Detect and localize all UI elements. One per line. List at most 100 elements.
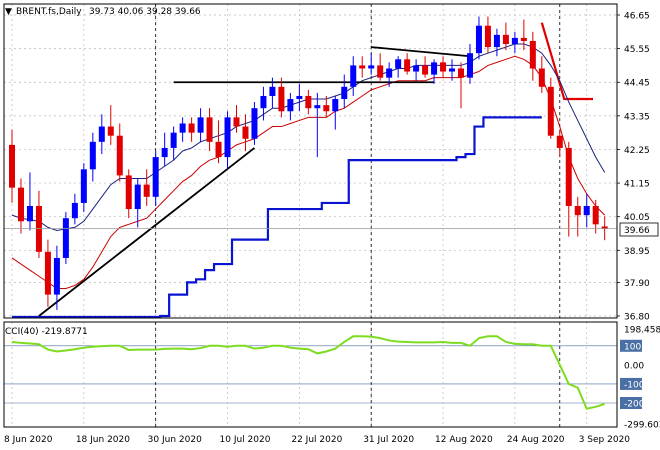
candle-body (458, 68, 464, 78)
candle-body (574, 205, 581, 216)
upper-channel-line (540, 22, 594, 101)
candle-body (233, 117, 240, 127)
candle-body (404, 59, 411, 72)
candle-body (125, 175, 132, 210)
candle-body (583, 205, 590, 216)
cci-level-badge (620, 339, 642, 352)
candle-body (44, 251, 51, 295)
candle-body (368, 65, 375, 69)
candle-body (116, 135, 123, 176)
candle-body (152, 157, 159, 197)
candle-body (89, 141, 96, 170)
candle-body (188, 123, 195, 133)
candle-body (53, 257, 60, 295)
candle-body (440, 62, 447, 72)
candle-body (395, 59, 402, 69)
price-tick-label: 43.35 (624, 112, 650, 122)
candle-body (287, 99, 294, 112)
candle-body (592, 205, 599, 225)
lower-channel (12, 22, 594, 319)
candle-body (493, 34, 500, 48)
bollinger-lower-line (11, 55, 606, 289)
price-tag-label: 39.66 (624, 226, 650, 236)
candle-body (143, 184, 150, 197)
candle-body (520, 37, 527, 41)
time-tick-label: 12 Aug 2020 (435, 435, 493, 445)
chart-title: BRENT.fs,Daily (16, 7, 82, 17)
candle-body (502, 34, 509, 45)
time-tick-label: 3 Sep 2020 (579, 435, 631, 445)
candle-body (260, 95, 267, 109)
trendline (38, 147, 256, 317)
candle-body (377, 65, 384, 78)
candle-body (466, 53, 473, 78)
candle-body (449, 68, 456, 72)
cci-level-badge (620, 377, 642, 390)
cci-label: CCI(40) -219.8771 (5, 327, 88, 337)
trendline (371, 46, 471, 58)
price-tag-box (619, 222, 659, 237)
candle-body (341, 86, 348, 100)
price-tick-label: 36.80 (624, 313, 650, 323)
candle-body (475, 25, 482, 54)
panel-frames (3, 3, 618, 428)
time-tick-label: 24 Aug 2020 (507, 435, 565, 445)
candle-body (350, 65, 357, 87)
ohlc-readout: 39.73 40.06 39.28 39.66 (89, 7, 201, 17)
candle-body (224, 117, 231, 158)
lower-channel-line (12, 116, 542, 319)
time-tick-label: 31 Jul 2020 (363, 435, 414, 445)
candle-body (17, 187, 24, 222)
time-tick-label: 30 Jun 2020 (148, 435, 202, 445)
cci-level-badge (620, 397, 642, 410)
candle-body (80, 169, 87, 203)
price-tick-label: 40.05 (624, 213, 650, 223)
time-tick-label: 18 Jun 2020 (76, 435, 130, 445)
candle-body (538, 68, 545, 87)
cci-tick-label: -100 (624, 380, 645, 390)
candle-body (296, 95, 303, 100)
candle-body (386, 68, 393, 78)
candle-body (98, 126, 105, 142)
cci-tick-label: -200 (624, 400, 645, 410)
candle-body (251, 108, 258, 139)
candle-body (197, 117, 204, 133)
candle-body (484, 25, 491, 48)
price-tick-label: 41.15 (624, 180, 650, 190)
axis-labels: 46.65 45.55 44.45 43.35 42.25 41.15 40.05 38.95… (4, 12, 660, 446)
candle-body (269, 86, 276, 96)
candle-body (547, 86, 554, 136)
cci-series (11, 335, 605, 410)
cci-line (11, 335, 605, 410)
main-panel-frame (3, 3, 618, 319)
chart-down-arrow: ▼ (5, 7, 12, 17)
candle-body (278, 86, 285, 112)
candle-body (323, 105, 330, 112)
candle-body (170, 132, 177, 148)
candle-body (359, 65, 366, 69)
candle-body (26, 205, 33, 222)
time-tick-label: 22 Jul 2020 (291, 435, 342, 445)
price-tick-label: 42.25 (624, 146, 650, 156)
candle-body (601, 226, 608, 229)
cci-tick-label: 0.00 (624, 361, 644, 371)
candle-body (161, 147, 168, 158)
candle-body (71, 202, 78, 219)
candle-body (332, 99, 339, 112)
trendlines (38, 46, 471, 317)
candle-body (215, 141, 222, 158)
candle-body (511, 37, 518, 45)
candle-body (107, 126, 114, 136)
candle-body (413, 65, 420, 72)
price-tag: 39.66 (619, 222, 659, 237)
candle-body (206, 117, 213, 142)
cci-panel-frame (3, 321, 618, 428)
cci-tick-label: 100 (624, 342, 641, 352)
candle-body (556, 135, 563, 148)
chart-header: ▼ BRENT.fs,Daily 39.73 40.06 39.28 39.66 (5, 7, 201, 17)
cci-tick-label: -299.603 (624, 421, 660, 431)
price-tick-label: 38.95 (624, 247, 650, 257)
